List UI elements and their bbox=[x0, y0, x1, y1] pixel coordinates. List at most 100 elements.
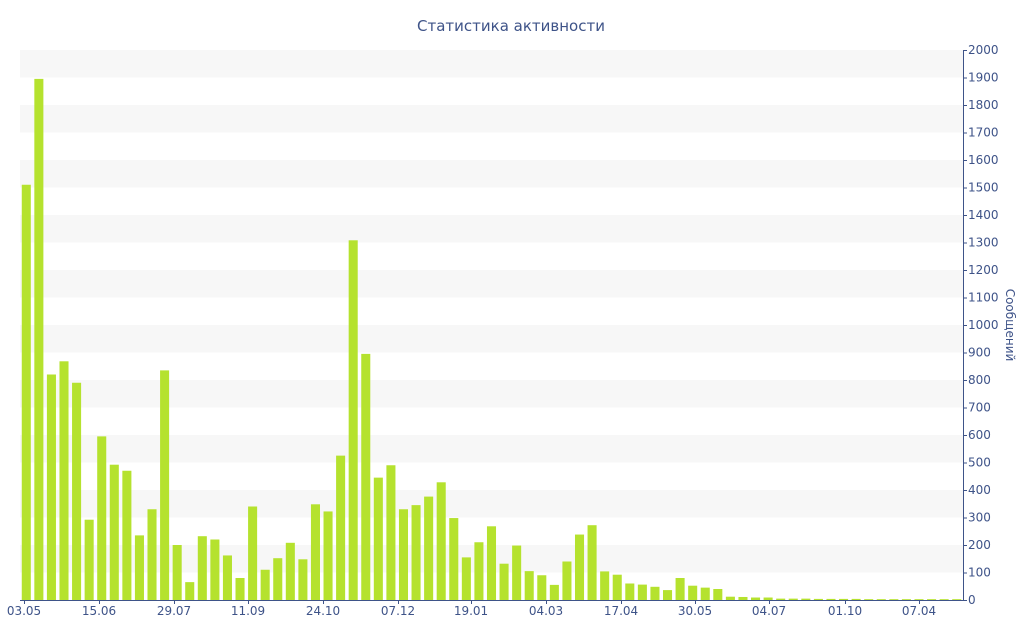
bar bbox=[336, 455, 346, 601]
bar bbox=[122, 470, 132, 600]
chart-title: Статистика активности bbox=[417, 17, 605, 35]
x-tick-label: 01.10 bbox=[828, 604, 862, 618]
bar bbox=[449, 518, 459, 600]
bar bbox=[562, 561, 572, 600]
bar bbox=[109, 464, 119, 600]
bar bbox=[826, 598, 836, 600]
bar bbox=[713, 589, 723, 600]
y-tick-label: 200 bbox=[968, 538, 991, 552]
y-tick-label: 300 bbox=[968, 511, 991, 525]
bar bbox=[688, 585, 698, 600]
bar bbox=[537, 575, 547, 600]
bar bbox=[876, 599, 886, 600]
x-tick-label: 11.09 bbox=[231, 604, 265, 618]
bar bbox=[927, 599, 937, 600]
bar bbox=[776, 598, 786, 601]
x-tick-label: 17.04 bbox=[604, 604, 638, 618]
y-axis-title: Сообщений bbox=[1003, 289, 1017, 362]
bar bbox=[952, 599, 962, 600]
grid-band bbox=[20, 50, 963, 78]
bar bbox=[72, 382, 82, 600]
x-tick-label: 19.01 bbox=[454, 604, 488, 618]
y-tick-label: 1300 bbox=[968, 236, 999, 250]
bar bbox=[160, 370, 170, 601]
bar bbox=[222, 555, 232, 600]
y-tick-label: 1800 bbox=[968, 98, 999, 112]
bar bbox=[235, 578, 245, 600]
bar bbox=[751, 597, 761, 600]
grid-band bbox=[20, 325, 963, 353]
grid-band bbox=[20, 270, 963, 298]
bar bbox=[914, 599, 924, 600]
bar bbox=[939, 599, 949, 600]
bar bbox=[97, 436, 107, 601]
bar bbox=[524, 571, 534, 601]
bar bbox=[386, 465, 396, 600]
y-tick-label: 900 bbox=[968, 346, 991, 360]
bar bbox=[901, 599, 911, 600]
bar bbox=[310, 504, 320, 600]
bar bbox=[637, 584, 647, 600]
bar bbox=[813, 598, 823, 600]
y-tick-label: 2000 bbox=[968, 43, 999, 57]
bar bbox=[424, 496, 434, 600]
bar bbox=[612, 574, 622, 600]
bar bbox=[725, 596, 735, 600]
grid-band bbox=[20, 160, 963, 188]
y-tick-label: 0 bbox=[968, 593, 976, 607]
bar bbox=[474, 542, 484, 600]
x-tick-label: 04.07 bbox=[752, 604, 786, 618]
bar bbox=[663, 590, 673, 600]
bar bbox=[285, 542, 295, 600]
y-tick-label: 400 bbox=[968, 483, 991, 497]
bar bbox=[21, 184, 31, 600]
bar bbox=[361, 353, 371, 601]
y-tick-label: 1200 bbox=[968, 263, 999, 277]
bar bbox=[46, 374, 56, 600]
x-axis-ticks: 03.05 15.06 29.07 11.09 24.10 07.12 19.01 04.03… bbox=[7, 600, 936, 618]
grid-band bbox=[20, 380, 963, 408]
bar bbox=[700, 587, 710, 601]
bar bbox=[398, 509, 409, 600]
x-tick-label: 30.05 bbox=[678, 604, 712, 618]
bar bbox=[801, 598, 811, 601]
y-tick-label: 1600 bbox=[968, 153, 999, 167]
y-tick-label: 1100 bbox=[968, 291, 999, 305]
y-tick-label: 100 bbox=[968, 566, 991, 580]
bar bbox=[84, 519, 94, 600]
bar bbox=[461, 557, 471, 601]
y-tick-label: 1900 bbox=[968, 71, 999, 85]
bar bbox=[210, 539, 220, 600]
bar bbox=[59, 361, 69, 600]
bar bbox=[738, 596, 748, 600]
y-tick-label: 600 bbox=[968, 428, 991, 442]
bar bbox=[587, 525, 597, 600]
bar bbox=[788, 598, 798, 601]
bar bbox=[197, 536, 207, 600]
bar bbox=[172, 545, 182, 600]
y-tick-label: 700 bbox=[968, 401, 991, 415]
bar bbox=[147, 509, 157, 600]
x-tick-label: 07.12 bbox=[381, 604, 415, 618]
bar bbox=[889, 599, 899, 600]
y-tick-label: 1400 bbox=[968, 208, 999, 222]
bar bbox=[260, 569, 270, 600]
bar bbox=[675, 578, 685, 600]
y-tick-label: 1700 bbox=[968, 126, 999, 140]
bar bbox=[248, 506, 258, 600]
bar bbox=[549, 584, 559, 601]
bar bbox=[763, 597, 773, 600]
bar bbox=[373, 477, 383, 601]
bar bbox=[348, 240, 358, 601]
bar bbox=[839, 598, 849, 600]
bar bbox=[298, 559, 308, 600]
bar bbox=[600, 571, 610, 600]
bar bbox=[499, 563, 509, 600]
bar bbox=[851, 598, 861, 600]
y-tick-label: 1000 bbox=[968, 318, 999, 332]
x-tick-label: 04.03 bbox=[529, 604, 563, 618]
bar bbox=[512, 545, 522, 600]
grid-band bbox=[20, 435, 963, 463]
